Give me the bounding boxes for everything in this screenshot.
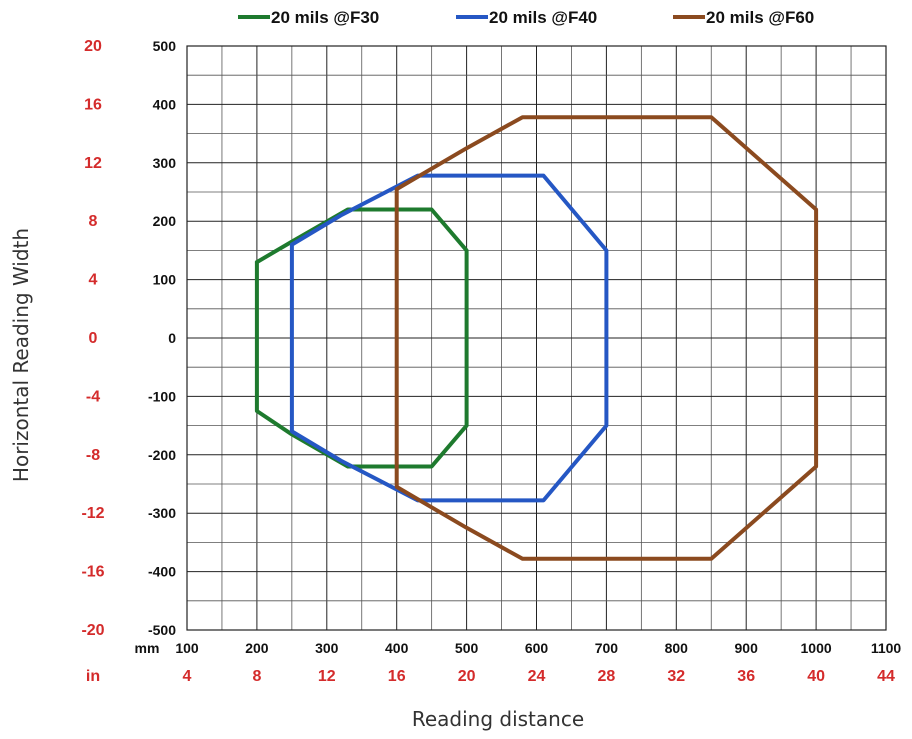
- y-tick-label-mm: 500: [153, 38, 177, 54]
- y-tick-label-mm: -400: [148, 564, 176, 580]
- series-line: [289, 173, 609, 503]
- y-axis-title: Horizontal Reading Width: [9, 228, 33, 482]
- y-tick-label-mm: -300: [148, 505, 176, 521]
- y-tick-label-in: 8: [89, 213, 98, 230]
- y-tick-label-mm: -500: [148, 622, 176, 638]
- x-unit-label-mm: mm: [135, 640, 160, 656]
- y-tick-label-in: 16: [84, 96, 102, 113]
- legend: 20 mils @F30 20 mils @F40 20 mils @F60: [238, 8, 814, 27]
- x-tick-label-mm: 700: [595, 640, 619, 656]
- y-tick-label-in: 12: [84, 155, 102, 172]
- y-tick-label-in: 0: [89, 330, 98, 347]
- x-tick-label-mm: 100: [175, 640, 199, 656]
- y-tick-label-mm: 100: [153, 272, 177, 288]
- y-tick-label-mm: 200: [153, 213, 177, 229]
- y-tick-label-mm: 0: [168, 330, 176, 346]
- y-tick-label-mm: 400: [153, 96, 177, 112]
- legend-label: 20 mils @F30: [271, 8, 379, 27]
- x-tick-label-in: 32: [667, 668, 685, 685]
- x-tick-label-in: 44: [877, 668, 895, 685]
- x-tick-label-mm: 300: [315, 640, 339, 656]
- y-tick-label-in: -4: [86, 388, 100, 405]
- x-tick-label-mm: 800: [665, 640, 689, 656]
- x-tick-label-mm: 1000: [801, 640, 832, 656]
- x-tick-label-mm: 200: [245, 640, 269, 656]
- x-tick-label-mm: 1100: [871, 640, 902, 656]
- x-unit-label-in: in: [86, 668, 100, 685]
- y-tick-label-mm: -200: [148, 447, 176, 463]
- x-tick-label-mm: 600: [525, 640, 549, 656]
- plot-frame: [186, 45, 887, 631]
- x-tick-label-mm: 900: [735, 640, 759, 656]
- legend-label: 20 mils @F40: [489, 8, 597, 27]
- x-tick-label-in: 8: [252, 668, 261, 685]
- x-tick-label-in: 40: [807, 668, 825, 685]
- y-tick-label-in: -16: [81, 564, 104, 581]
- series-line: [394, 115, 819, 561]
- x-tick-label-mm: 500: [455, 640, 479, 656]
- y-tick-label-mm: 300: [153, 155, 177, 171]
- y-tick-label-in: -12: [81, 505, 104, 522]
- y-tick-label-in: -20: [81, 622, 104, 639]
- x-tick-label-in: 20: [458, 668, 476, 685]
- x-tick-label-in: 36: [737, 668, 755, 685]
- y-tick-label-in: 4: [89, 272, 98, 289]
- x-tick-label-in: 28: [598, 668, 616, 685]
- x-tick-label-in: 24: [528, 668, 546, 685]
- legend-label: 20 mils @F60: [706, 8, 814, 27]
- y-tick-label-mm: -100: [148, 388, 176, 404]
- y-tick-label-in: -8: [86, 447, 100, 464]
- y-tick-label-in: 20: [84, 38, 102, 55]
- tick-labels: 5004003002001000-100-200-300-400-5002016…: [81, 38, 901, 685]
- x-tick-label-in: 12: [318, 668, 336, 685]
- x-tick-label-mm: 400: [385, 640, 409, 656]
- x-tick-label-in: 16: [388, 668, 406, 685]
- series-layer: [254, 115, 819, 561]
- x-axis-title: Reading distance: [412, 707, 584, 731]
- x-tick-label-in: 4: [183, 668, 192, 685]
